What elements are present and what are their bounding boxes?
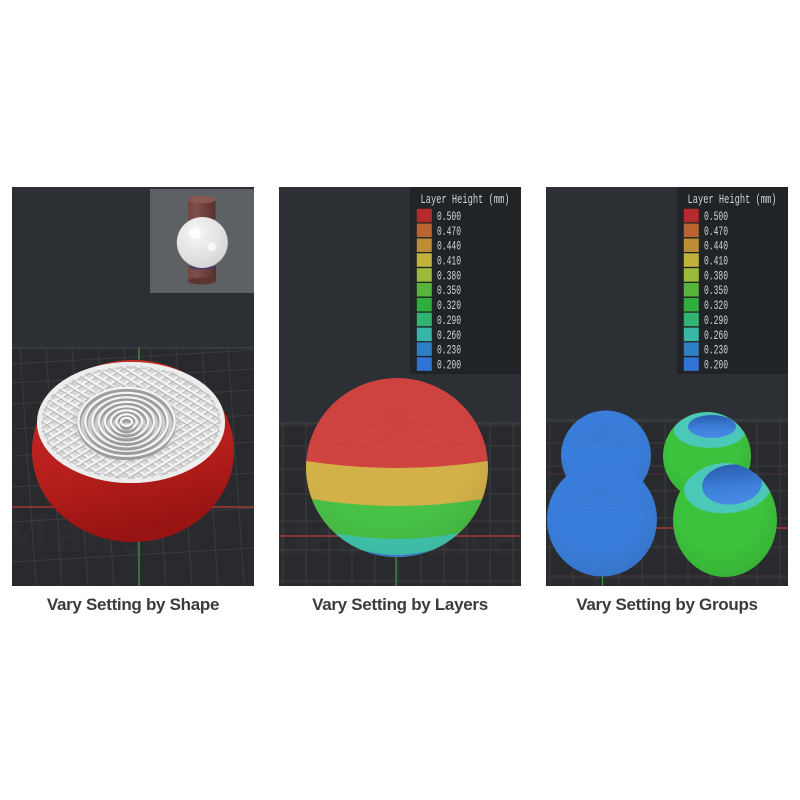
- svg-text:0.260: 0.260: [437, 328, 461, 343]
- svg-text:0.260: 0.260: [704, 328, 728, 343]
- svg-text:0.230: 0.230: [704, 343, 728, 358]
- svg-text:0.470: 0.470: [704, 224, 728, 239]
- svg-text:0.290: 0.290: [704, 313, 728, 328]
- svg-text:0.200: 0.200: [437, 358, 461, 373]
- svg-text:0.410: 0.410: [437, 254, 461, 269]
- svg-text:0.350: 0.350: [437, 283, 461, 298]
- svg-text:0.380: 0.380: [704, 268, 728, 283]
- svg-text:0.350: 0.350: [704, 283, 728, 298]
- svg-text:0.320: 0.320: [704, 298, 728, 313]
- svg-text:0.200: 0.200: [704, 358, 728, 373]
- svg-text:Layer Height (mm): Layer Height (mm): [688, 192, 777, 207]
- svg-text:0.440: 0.440: [437, 239, 461, 254]
- svg-text:0.440: 0.440: [704, 239, 728, 254]
- svg-text:0.380: 0.380: [437, 268, 461, 283]
- svg-text:0.470: 0.470: [437, 224, 461, 239]
- svg-text:0.500: 0.500: [437, 209, 461, 224]
- svg-text:0.290: 0.290: [437, 313, 461, 328]
- svg-text:Layer Height (mm): Layer Height (mm): [421, 192, 510, 207]
- svg-text:0.500: 0.500: [704, 209, 728, 224]
- svg-text:0.230: 0.230: [437, 343, 461, 358]
- svg-text:0.410: 0.410: [704, 254, 728, 269]
- svg-text:0.320: 0.320: [437, 298, 461, 313]
